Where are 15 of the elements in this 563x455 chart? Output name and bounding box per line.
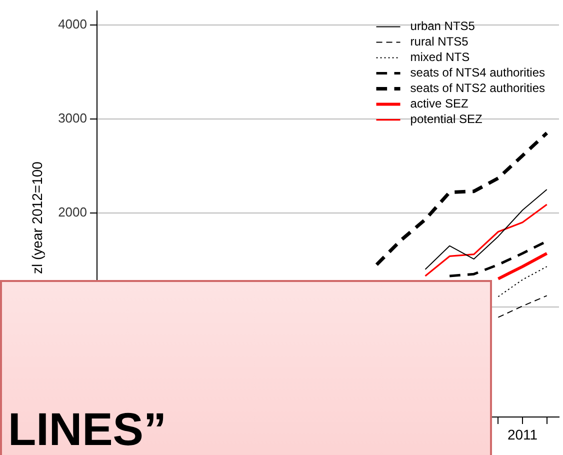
x-tick-label: 2011 [507, 426, 538, 442]
y-tick-label: 3000 [58, 110, 87, 126]
callout-box: LINES” [0, 280, 492, 455]
legend-label: potential SEZ [410, 112, 482, 126]
legend-label: active SEZ [410, 96, 468, 111]
annotation: LINES” [8, 402, 166, 455]
y-tick-label: 2000 [58, 204, 87, 220]
legend-label: seats of NTS2 authorities [410, 81, 546, 96]
legend-label: mixed NTS [410, 50, 470, 64]
legend-label: urban NTS5 [410, 19, 476, 34]
y-tick-label: 4000 [58, 16, 87, 32]
y-axis-title: zl (year 2012=100 [28, 161, 45, 274]
legend-label: seats of NTS4 authorities [410, 66, 546, 80]
legend-label: rural NTS5 [410, 34, 469, 49]
line-series [374, 131, 549, 266]
